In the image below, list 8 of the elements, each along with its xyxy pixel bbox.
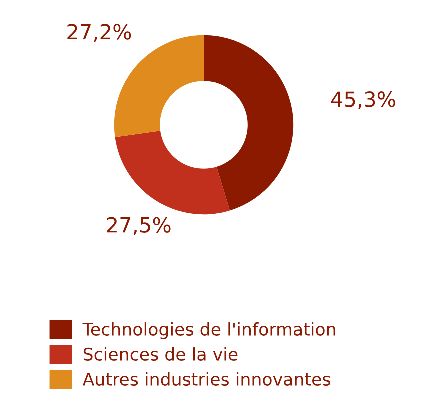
legend-label: Autres industries innovantes xyxy=(82,372,330,386)
data-label: 27,5% xyxy=(107,217,171,236)
legend-label: Sciences de la vie xyxy=(84,348,238,361)
donut-slice xyxy=(204,35,294,211)
data-label: 27,2% xyxy=(68,24,132,42)
legend-label: Technologies de l'information xyxy=(82,322,336,340)
donut-slice xyxy=(115,131,230,215)
data-label: 45,3% xyxy=(331,92,396,110)
